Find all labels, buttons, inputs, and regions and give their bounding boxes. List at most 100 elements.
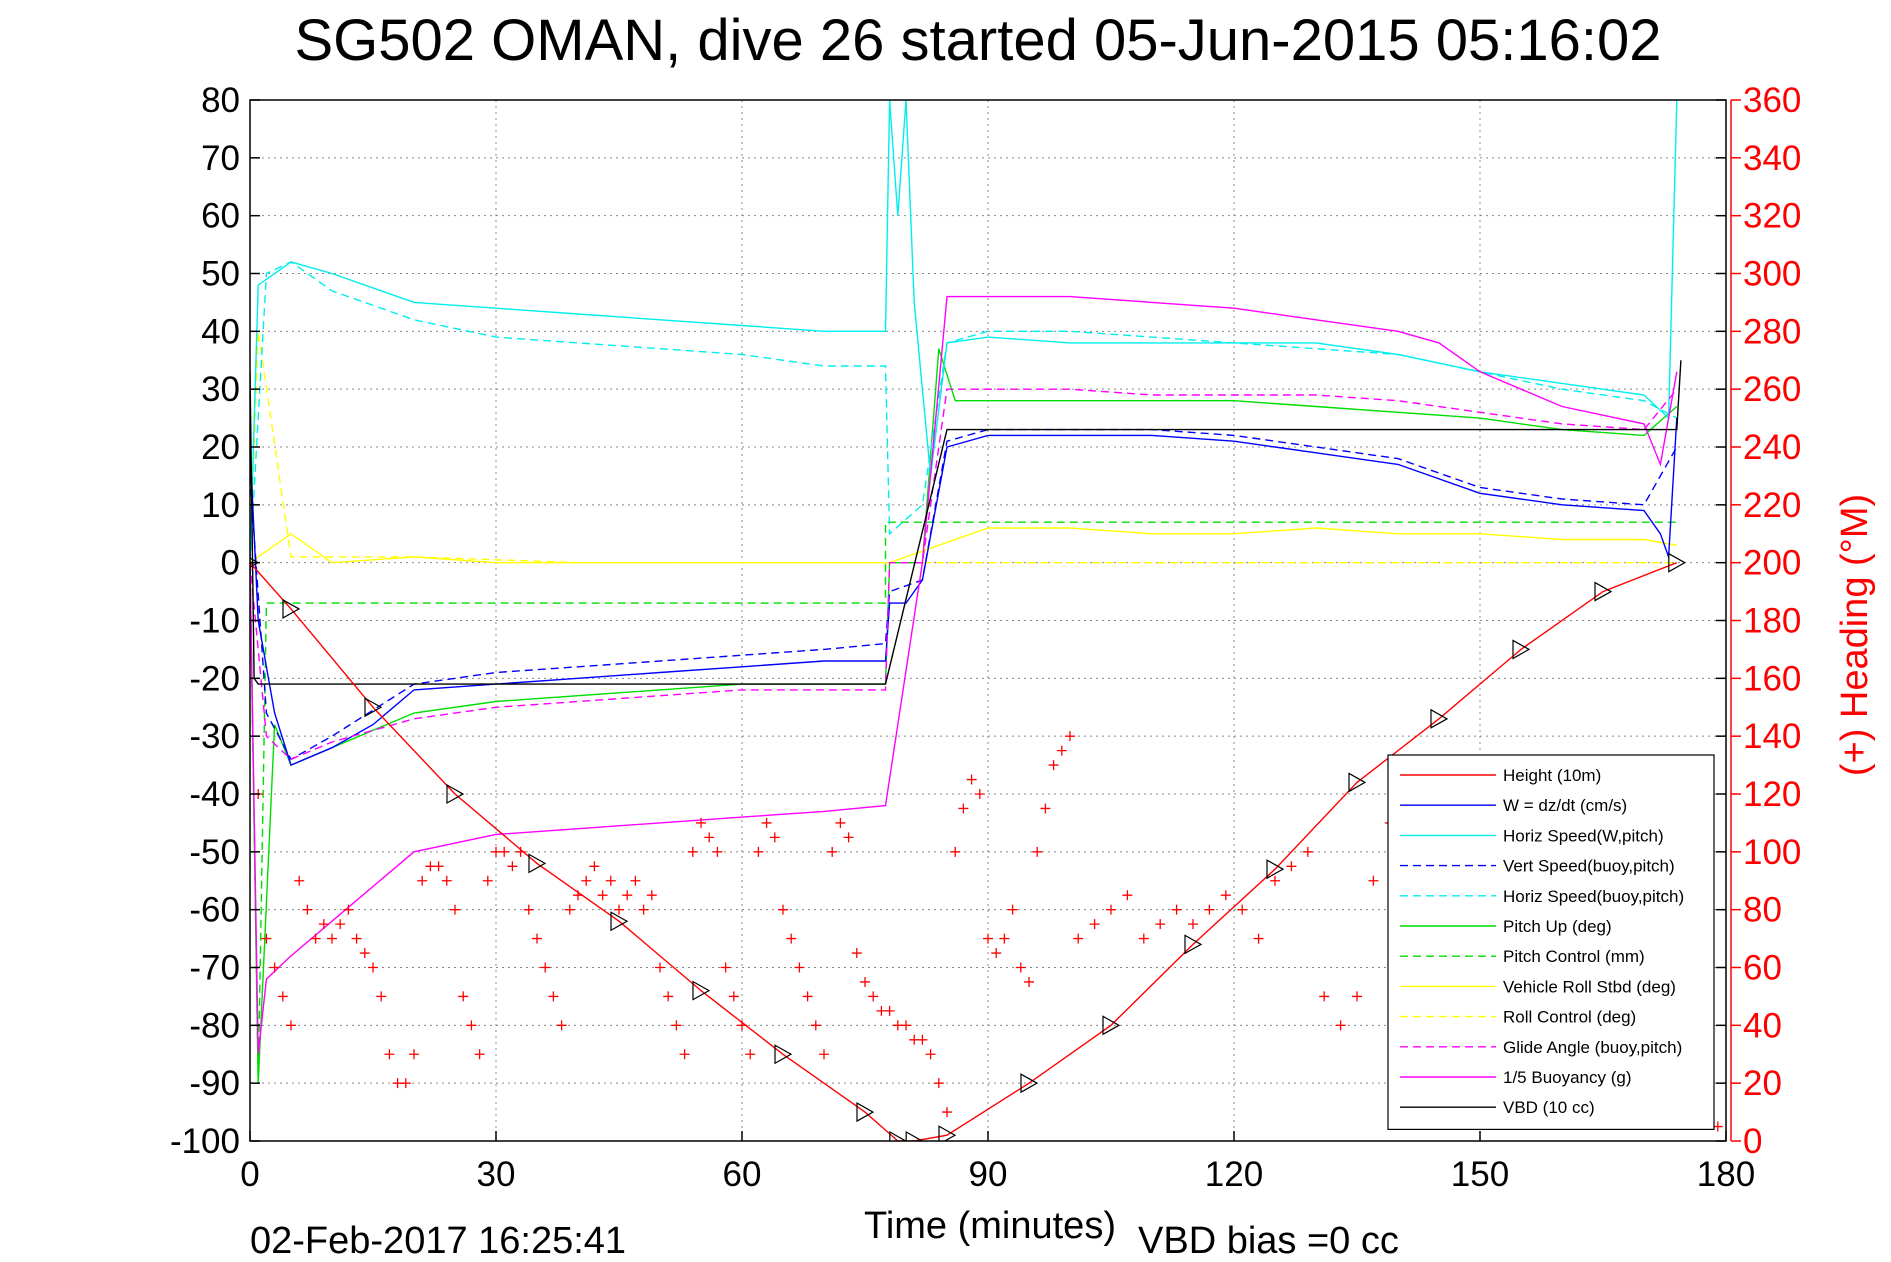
heading-point bbox=[573, 890, 583, 901]
height-marker bbox=[1512, 639, 1531, 660]
height-marker bbox=[1668, 552, 1687, 573]
heading-point bbox=[983, 933, 993, 944]
x-tick-label: 60 bbox=[723, 1155, 762, 1194]
height-marker bbox=[774, 1044, 793, 1065]
x-tick-label: 0 bbox=[240, 1155, 259, 1194]
legend-label: W = dz/dt (cm/s) bbox=[1503, 796, 1627, 815]
heading-point bbox=[343, 904, 354, 915]
legend-label: Pitch Control (mm) bbox=[1503, 947, 1645, 966]
heading-point bbox=[1319, 991, 1330, 1002]
heading-point bbox=[769, 832, 780, 843]
heading-point bbox=[942, 1107, 952, 1118]
y2-tick-label: 60 bbox=[1743, 949, 1782, 988]
legend-label: Horiz Speed(W,pitch) bbox=[1503, 826, 1664, 845]
heading-point bbox=[1220, 890, 1231, 901]
timestamp-text: 02-Feb-2017 16:25:41 bbox=[250, 1220, 626, 1262]
heading-point bbox=[277, 991, 288, 1002]
series-line-w-dz-dt-cm-s bbox=[250, 418, 1678, 767]
y-tick-label: -100 bbox=[170, 1122, 240, 1161]
y-tick-label: -70 bbox=[189, 949, 240, 988]
heading-point bbox=[827, 846, 838, 857]
y2-tick-label: 200 bbox=[1743, 544, 1801, 583]
x-axis-label: Time (minutes) bbox=[864, 1205, 1116, 1247]
heading-point bbox=[433, 861, 444, 872]
y-tick-label: -10 bbox=[189, 602, 240, 641]
heading-point bbox=[458, 991, 469, 1002]
heading-point bbox=[1024, 976, 1034, 987]
heading-point bbox=[933, 1078, 944, 1089]
heading-point bbox=[351, 933, 362, 944]
heading-point bbox=[720, 962, 731, 973]
y2-tick-label: 280 bbox=[1743, 312, 1801, 351]
height-marker bbox=[446, 783, 465, 805]
height-marker bbox=[1348, 772, 1367, 793]
heading-point bbox=[376, 991, 387, 1002]
heading-point bbox=[1155, 919, 1166, 930]
y-tick-label: -30 bbox=[189, 717, 240, 756]
y2-tick-label: 100 bbox=[1743, 833, 1801, 872]
heading-point bbox=[1237, 904, 1248, 915]
heading-point bbox=[1015, 962, 1026, 973]
heading-point bbox=[507, 861, 518, 872]
heading-point bbox=[622, 890, 633, 901]
heading-point bbox=[597, 890, 608, 901]
legend-label: Pitch Up (deg) bbox=[1503, 917, 1612, 936]
heading-point bbox=[860, 976, 870, 987]
heading-point bbox=[515, 846, 526, 857]
heading-point bbox=[917, 1034, 928, 1045]
height-marker bbox=[692, 980, 711, 1001]
heading-point bbox=[1122, 890, 1133, 901]
y2-tick-label: 320 bbox=[1743, 197, 1801, 236]
heading-point bbox=[704, 832, 715, 843]
heading-point bbox=[974, 789, 985, 799]
y-tick-label: 0 bbox=[221, 544, 240, 583]
x-tick-label: 90 bbox=[969, 1155, 1008, 1194]
series-line-height-10m bbox=[250, 562, 1678, 1141]
heading-point bbox=[753, 846, 764, 857]
heading-point bbox=[548, 991, 559, 1002]
heading-point bbox=[1335, 1020, 1346, 1031]
height-marker bbox=[364, 697, 383, 718]
height-marker bbox=[528, 853, 547, 874]
heading-point bbox=[810, 1020, 821, 1031]
legend-label: Glide Angle (buoy,pitch) bbox=[1503, 1038, 1682, 1057]
heading-point bbox=[868, 991, 879, 1002]
x-tick-label: 150 bbox=[1451, 1155, 1509, 1194]
heading-point bbox=[1007, 904, 1018, 915]
heading-point bbox=[1032, 846, 1043, 857]
y-tick-label: -60 bbox=[189, 891, 240, 930]
heading-point bbox=[679, 1049, 690, 1060]
heading-point bbox=[1302, 846, 1313, 857]
heading-point bbox=[1270, 875, 1280, 886]
y2-tick-label: 300 bbox=[1743, 255, 1801, 294]
y-tick-label: 30 bbox=[201, 370, 240, 409]
heading-point bbox=[1048, 760, 1059, 771]
heading-point bbox=[737, 1020, 747, 1031]
heading-point bbox=[958, 803, 969, 814]
heading-point bbox=[302, 904, 313, 915]
heading-point bbox=[851, 948, 862, 959]
heading-point bbox=[286, 1020, 296, 1031]
heading-point bbox=[835, 817, 846, 828]
heading-point bbox=[761, 817, 772, 828]
heading-point bbox=[327, 933, 337, 944]
heading-point bbox=[441, 875, 452, 886]
heading-point bbox=[564, 904, 575, 915]
height-marker bbox=[1266, 859, 1285, 880]
heading-point bbox=[884, 1005, 895, 1016]
heading-point bbox=[1040, 803, 1051, 814]
heading-point bbox=[1204, 904, 1215, 915]
heading-point bbox=[819, 1049, 829, 1060]
heading-point bbox=[802, 991, 813, 1002]
height-marker bbox=[938, 1125, 957, 1141]
heading-point bbox=[261, 933, 272, 944]
heading-point bbox=[556, 1020, 567, 1031]
heading-point bbox=[999, 933, 1010, 944]
heading-point bbox=[646, 890, 657, 901]
y-tick-label: -90 bbox=[189, 1064, 240, 1103]
heading-point bbox=[778, 904, 788, 915]
heading-point bbox=[335, 919, 346, 930]
series-line-vert-speed-buoy-pitch bbox=[250, 428, 1678, 761]
series-line-vbd-10-cc bbox=[250, 360, 1682, 685]
heading-point bbox=[294, 875, 305, 886]
